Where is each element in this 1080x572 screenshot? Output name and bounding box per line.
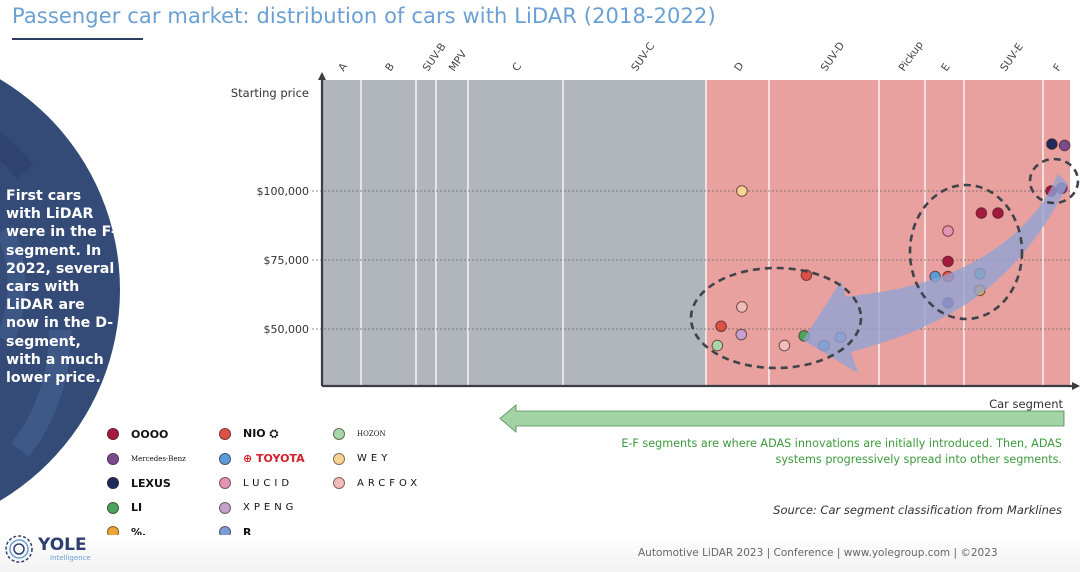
data-point-lexus xyxy=(1046,138,1058,150)
segment-label-mpv: MPV xyxy=(447,48,470,74)
legend-logo-audi: OOOO xyxy=(131,427,169,441)
legend-logo-wey: WEY xyxy=(357,453,392,464)
legend-item-hozon: HOZON xyxy=(333,426,386,442)
legend-item-audi: OOOO xyxy=(107,426,168,442)
source-note: Source: Car segment classification from … xyxy=(773,503,1062,517)
legend-dot-lexus xyxy=(107,477,119,489)
yole-logo-sub: Intelligence xyxy=(50,553,91,562)
segment-direction-arrow xyxy=(499,404,1065,433)
legend-item-lexus: LEXUS xyxy=(107,475,171,491)
legend-item-lucid: LUCID xyxy=(219,475,293,491)
spread-note: E-F segments are where ADAS innovations … xyxy=(502,436,1062,468)
legend-dot-li xyxy=(107,501,119,514)
legend-dot-hozon xyxy=(333,428,345,440)
side-panel-circle xyxy=(0,79,120,501)
data-point-audi xyxy=(992,207,1004,219)
segment-label-suv-e: SUV-E xyxy=(998,41,1026,74)
legend-dot-nio xyxy=(219,428,231,440)
spread-note-line1: E-F segments are where ADAS innovations … xyxy=(621,437,1062,450)
x-axis-title: Car segment xyxy=(989,397,1063,411)
legend-dot-xpeng xyxy=(219,501,231,514)
legend-item-xpeng: XPENG xyxy=(219,500,297,516)
data-point-arcfox xyxy=(736,301,748,313)
legend-item-wey: WEY xyxy=(333,451,391,467)
legend-logo-li: LI xyxy=(131,501,143,514)
deco-arc xyxy=(0,226,26,344)
side-panel-text: First cars with LiDAR were in the F-segm… xyxy=(6,188,117,387)
data-point-mercedes xyxy=(1058,139,1071,152)
segment-column-suv-c xyxy=(563,80,706,386)
legend-logo-rising: R xyxy=(243,525,252,539)
segment-label-a: A xyxy=(336,60,350,73)
segment-label-c: C xyxy=(510,61,524,74)
segment-column-c xyxy=(468,80,563,386)
x-axis-arrowhead xyxy=(1072,382,1080,390)
segment-label-b: B xyxy=(383,61,397,74)
legend-logo-xpeng: XPENG xyxy=(243,502,298,513)
legend-logo-mercedes: Mercedes-Benz xyxy=(131,454,186,463)
deco-arc xyxy=(0,131,34,179)
y-axis-title: Starting price xyxy=(231,86,309,100)
legend-dot-mercedes xyxy=(107,452,119,465)
deco-arc xyxy=(11,329,72,457)
yole-logo-icon xyxy=(5,535,33,563)
legend-logo-lexus: LEXUS xyxy=(131,476,171,490)
segment-column-mpv xyxy=(436,80,468,386)
segment-label-suv-c: SUV-C xyxy=(629,41,657,74)
legend-item-toyota: ⊕ TOYOTA xyxy=(219,451,305,467)
legend-logo-arcfox: ARCFOX xyxy=(357,477,422,489)
spread-note-line2: systems progressively spread into other … xyxy=(775,453,1062,466)
legend-logo-lucid: LUCID xyxy=(243,477,294,489)
segment-column-a xyxy=(322,80,361,386)
cluster-outline-d xyxy=(689,266,863,370)
legend-logo-hozon: HOZON xyxy=(357,430,386,438)
data-point-audi xyxy=(975,207,988,219)
data-point-nio xyxy=(715,320,727,333)
data-point-nio xyxy=(800,269,813,281)
y-axis-arrowhead xyxy=(318,72,326,80)
legend-dot-audi xyxy=(107,428,119,440)
legend-logo-nio: NIO ⛭ xyxy=(243,427,279,440)
data-point-xpeng xyxy=(735,328,748,341)
data-point-hozon xyxy=(711,339,724,352)
yole-logo-name: YOLE xyxy=(38,534,87,555)
legend-dot-lucid xyxy=(219,477,231,489)
footer-text: Automotive LiDAR 2023 | Conference | www… xyxy=(638,547,998,559)
y-tick-label: $100,000 xyxy=(257,185,310,198)
legend-item-li: LI xyxy=(107,500,142,516)
segment-label-pickup: Pickup xyxy=(897,39,926,74)
data-point-arcfox xyxy=(778,339,791,352)
segment-label-suv-d: SUV-D xyxy=(819,40,848,74)
data-point-audi xyxy=(942,255,954,268)
segment-column-f xyxy=(1043,80,1070,386)
segment-label-suv-b: SUV-B xyxy=(421,41,449,74)
legend-logo-toyota: ⊕ TOYOTA xyxy=(243,452,305,465)
segment-label-e: E xyxy=(939,61,953,73)
legend-item-arcfox: ARCFOX xyxy=(333,475,421,491)
legend-dot-arcfox xyxy=(333,477,345,489)
segment-column-suv-b xyxy=(416,80,436,386)
page-title: Passenger car market: distribution of ca… xyxy=(12,4,716,28)
data-point-lucid xyxy=(942,225,954,237)
legend-item-mercedes: Mercedes-Benz xyxy=(107,451,186,467)
legend-dot-toyota xyxy=(219,452,231,465)
segment-label-d: D xyxy=(732,60,746,74)
y-tick-label: $50,000 xyxy=(264,323,310,336)
yole-logo: YOLE Intelligence xyxy=(4,534,91,564)
legend-item-nio: NIO ⛭ xyxy=(219,426,278,442)
footer-band xyxy=(0,535,1080,572)
trend-arrow xyxy=(803,174,1068,373)
segment-label-f: F xyxy=(1051,62,1064,74)
title-underline xyxy=(12,38,143,40)
data-point-wey xyxy=(736,185,748,197)
cluster-outline-e xyxy=(908,183,1024,321)
cluster-outline-f xyxy=(1028,157,1080,205)
segment-column-b xyxy=(361,80,416,386)
y-tick-label: $75,000 xyxy=(264,254,310,267)
legend-dot-wey xyxy=(333,452,345,465)
